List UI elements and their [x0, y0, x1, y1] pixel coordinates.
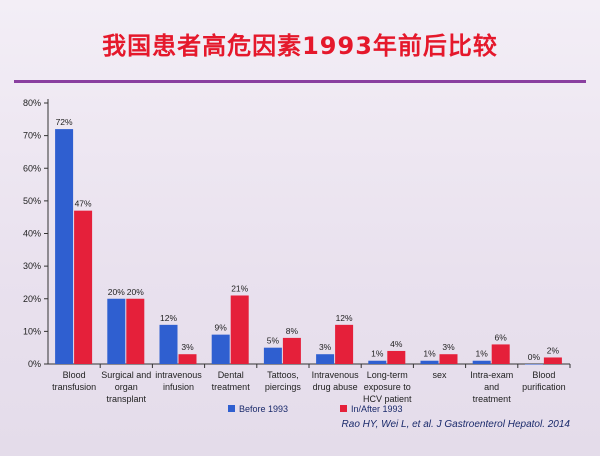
y-tick-label: 30%	[23, 261, 41, 271]
bar-before-1993	[107, 298, 126, 364]
bar-before-1993	[211, 334, 230, 364]
x-category-label: organ	[115, 382, 138, 392]
data-label: 12%	[336, 313, 353, 323]
data-label: 5%	[267, 336, 280, 346]
x-category-label: exposure to	[364, 382, 411, 392]
data-label: 6%	[495, 332, 508, 342]
data-label: 0%	[528, 352, 541, 362]
x-category-label: Intravenous	[312, 370, 360, 380]
data-label: 8%	[286, 326, 299, 336]
bar-after-1993	[387, 350, 406, 364]
x-category-label: Surgical and	[101, 370, 151, 380]
legend-label: Before 1993	[239, 404, 288, 414]
bar-after-1993	[282, 337, 301, 364]
legend-swatch	[340, 405, 347, 412]
x-category-label: Tattoos,	[267, 370, 299, 380]
x-category-label: drug abuse	[313, 382, 358, 392]
y-tick-label: 60%	[23, 163, 41, 173]
bar-before-1993	[368, 360, 387, 364]
chart-title: 我国患者高危因素1993年前后比较	[102, 32, 498, 60]
data-label: 47%	[75, 199, 92, 209]
x-category-label: Blood	[63, 370, 86, 380]
data-label: 12%	[160, 313, 177, 323]
data-label: 20%	[108, 287, 125, 297]
title-divider	[14, 80, 586, 83]
data-label: 3%	[181, 342, 194, 352]
bar-before-1993	[420, 360, 439, 364]
bar-after-1993	[230, 295, 249, 364]
data-label: 1%	[423, 349, 436, 359]
data-label: 72%	[56, 117, 73, 127]
bar-before-1993	[55, 129, 74, 364]
data-label: 1%	[476, 349, 489, 359]
bar-after-1993	[335, 324, 354, 364]
bar-before-1993	[524, 364, 543, 365]
data-label: 1%	[371, 349, 384, 359]
data-label: 21%	[231, 283, 248, 293]
data-label: 4%	[390, 339, 403, 349]
bar-before-1993	[316, 354, 335, 364]
y-tick-label: 40%	[23, 229, 41, 239]
x-category-label: Long-term	[367, 370, 408, 380]
y-tick-label: 20%	[23, 294, 41, 304]
data-label: 3%	[442, 342, 455, 352]
bar-after-1993	[126, 298, 145, 364]
y-tick-label: 10%	[23, 326, 41, 336]
x-category-label: transplant	[107, 394, 147, 404]
data-label: 20%	[127, 287, 144, 297]
x-category-label: infusion	[163, 382, 194, 392]
x-category-label: sex	[432, 370, 447, 380]
x-category-label: HCV patient	[363, 394, 412, 404]
bar-after-1993	[439, 354, 458, 364]
data-label: 3%	[319, 342, 332, 352]
x-category-label: transfusion	[52, 382, 96, 392]
x-category-label: treatment	[212, 382, 251, 392]
y-tick-label: 50%	[23, 196, 41, 206]
x-category-label: treatment	[473, 394, 512, 404]
x-category-label: intravenous	[155, 370, 202, 380]
bar-before-1993	[159, 324, 178, 364]
data-label: 2%	[547, 345, 560, 355]
x-category-label: piercings	[265, 382, 302, 392]
x-category-label: Dental	[218, 370, 244, 380]
bar-before-1993	[472, 360, 491, 364]
legend-swatch	[228, 405, 235, 412]
x-category-label: and	[484, 382, 499, 392]
y-tick-label: 70%	[23, 131, 41, 141]
bar-before-1993	[263, 347, 282, 364]
legend-label: In/After 1993	[351, 404, 403, 414]
y-tick-label: 0%	[28, 359, 41, 369]
x-category-label: Blood	[532, 370, 555, 380]
citation: Rao HY, Wei L, et al. J Gastroenterol He…	[341, 419, 570, 430]
bar-after-1993	[178, 354, 197, 364]
x-category-label: Intra-exam	[470, 370, 513, 380]
y-tick-label: 80%	[23, 98, 41, 108]
x-category-label: purification	[522, 382, 566, 392]
bar-after-1993	[543, 357, 562, 364]
data-label: 9%	[215, 323, 228, 333]
bar-after-1993	[491, 344, 510, 364]
bar-after-1993	[74, 210, 93, 364]
